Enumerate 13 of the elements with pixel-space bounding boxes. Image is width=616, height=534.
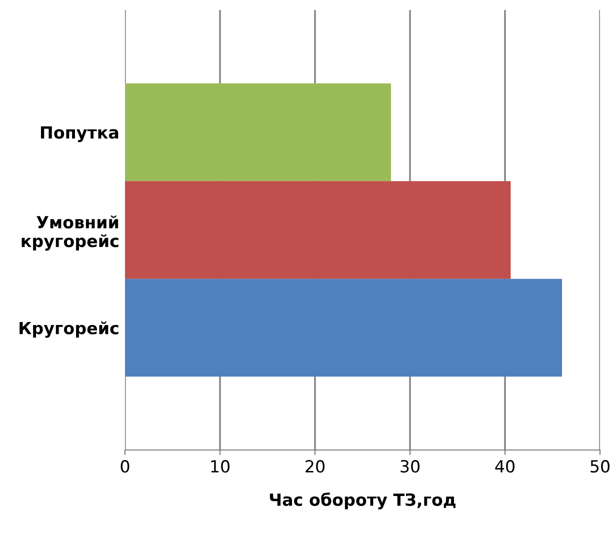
x-tick-label: 30 <box>400 460 420 473</box>
x-tick-label: 10 <box>211 460 230 473</box>
bar <box>125 83 391 182</box>
y-tick-label: Умовний кругорейс <box>22 215 118 251</box>
x-axis-title: Час обороту ТЗ,год <box>270 492 456 510</box>
x-tick-label: 50 <box>590 460 610 473</box>
y-tick-label: Попутка <box>40 126 118 142</box>
bar <box>125 181 511 279</box>
bar <box>125 278 562 377</box>
x-tick-label: 0 <box>120 460 130 473</box>
y-tick-label: Кругорейс <box>20 321 118 338</box>
x-tick-label: 40 <box>495 460 514 473</box>
x-tick-label: 20 <box>306 460 324 473</box>
